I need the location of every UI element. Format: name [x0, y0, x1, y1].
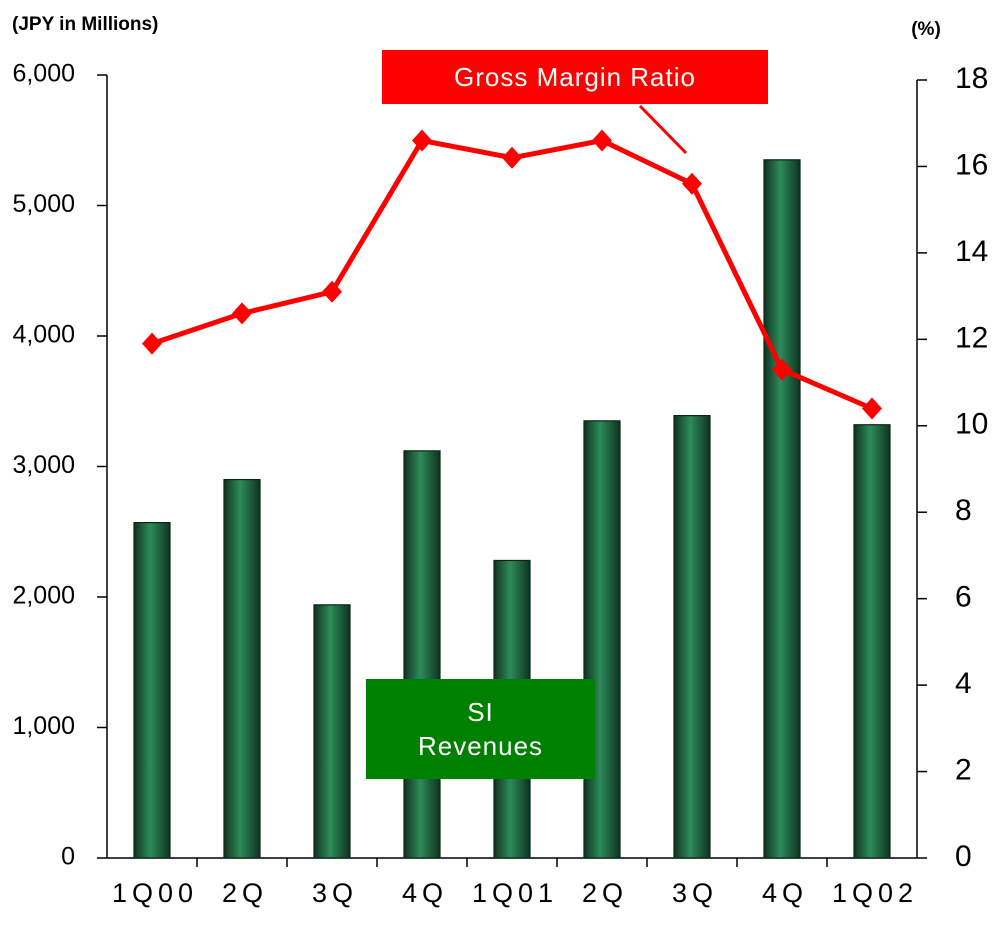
line-marker: [232, 302, 252, 325]
y2-tick-label: 18: [955, 62, 988, 95]
x-tick-label: 1Q00: [112, 878, 198, 908]
line-marker: [862, 397, 882, 420]
line-marker: [412, 129, 432, 152]
bar: [133, 522, 171, 859]
y2-tick-label: 10: [955, 408, 988, 441]
bar: [583, 420, 621, 859]
line-marker: [592, 129, 612, 152]
x-tick-label: 1Q02: [832, 878, 918, 908]
y2-axis-label: (%): [911, 19, 941, 40]
bar: [853, 424, 891, 859]
y-tick-label: 0: [61, 843, 75, 871]
y2-tick-label: 12: [955, 321, 988, 354]
legend-box-text: SI Revenues: [417, 697, 544, 761]
x-tick-label: 3Q: [672, 878, 718, 908]
line-marker: [682, 172, 702, 195]
legend-label: Gross Margin Ratio: [454, 62, 696, 92]
x-tick-label: 4Q: [762, 878, 808, 908]
y-tick-label: 2,000: [12, 582, 75, 610]
x-tick-label: 3Q: [312, 878, 358, 908]
y2-tick-label: 8: [955, 494, 972, 527]
legend-box: [382, 50, 768, 104]
annotation-pointer: [638, 104, 688, 155]
legend-box: [366, 679, 595, 779]
y-tick-label: 4,000: [12, 321, 75, 349]
line-marker: [772, 358, 792, 381]
line-marker: [142, 332, 162, 355]
y-tick-label: 1,000: [12, 712, 75, 740]
bar: [673, 415, 711, 859]
legend-label: SI Revenues: [417, 697, 544, 761]
line-marker: [502, 146, 522, 169]
bar: [313, 604, 351, 859]
x-tick-label: 2Q: [582, 878, 628, 908]
line-marker: [322, 280, 342, 303]
y2-tick-label: 4: [955, 667, 972, 700]
legend-box-text: Gross Margin Ratio: [454, 62, 696, 92]
y2-tick-label: 16: [955, 148, 988, 181]
y-tick-label: 5,000: [12, 190, 75, 218]
x-tick-label: 1Q01: [472, 878, 558, 908]
y2-tick-label: 0: [955, 840, 972, 873]
y-axis-label: (JPY in Millions): [12, 14, 158, 35]
bar: [223, 478, 261, 859]
y2-tick-label: 2: [955, 753, 972, 786]
y-tick-label: 6,000: [12, 60, 75, 88]
y2-tick-label: 14: [955, 235, 988, 268]
y2-tick-label: 6: [955, 581, 972, 614]
y-tick-label: 3,000: [12, 451, 75, 479]
x-tick-label: 2Q: [222, 878, 268, 908]
bar: [763, 159, 801, 859]
x-tick-label: 4Q: [402, 878, 448, 908]
bar: [403, 450, 441, 859]
